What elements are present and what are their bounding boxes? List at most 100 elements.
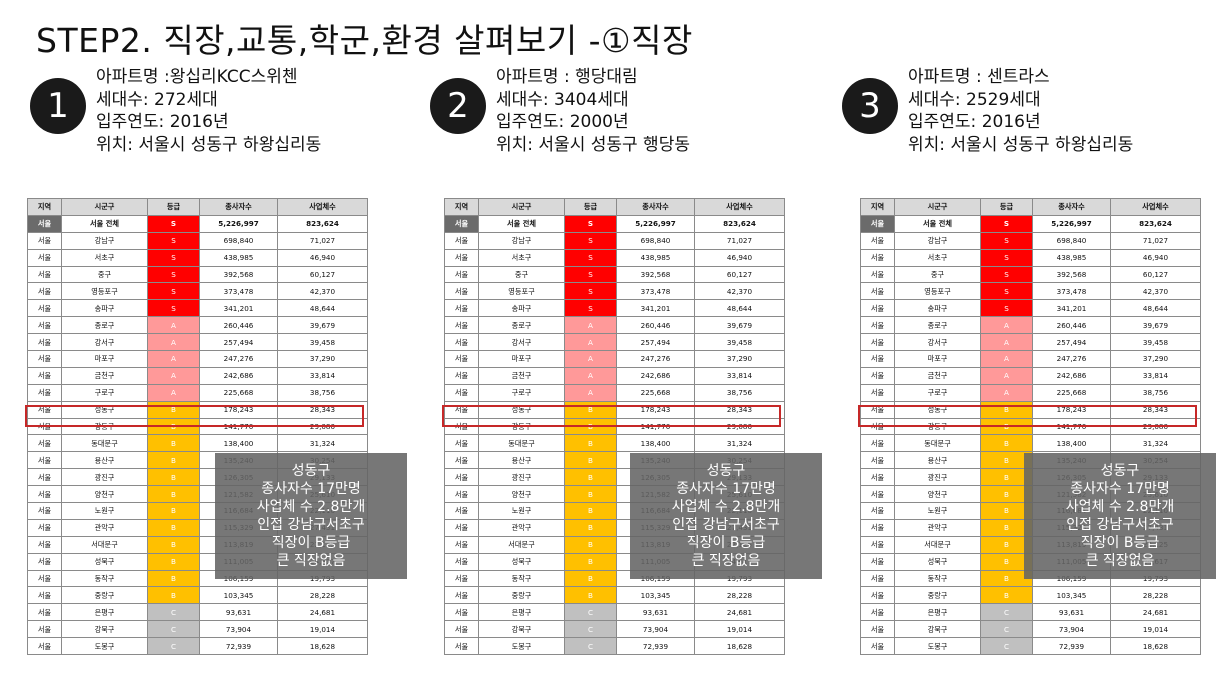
table-cell: C xyxy=(564,603,617,622)
table-cell: 서울 xyxy=(860,603,895,622)
table-cell: 24,681 xyxy=(694,603,785,622)
column-header: 종사자수 xyxy=(616,198,695,216)
table-cell: 서울 전체 xyxy=(894,214,981,233)
table-cell: B xyxy=(564,400,617,419)
table-cell: B xyxy=(564,535,617,554)
table-cell: A xyxy=(564,350,617,368)
table-cell: 서울 xyxy=(27,383,62,402)
table-cell: 93,631 xyxy=(199,603,278,622)
table-header-row: 지역 시군구 등급 종사자수 사업체수 xyxy=(860,198,1201,216)
table-cell: 서울 xyxy=(27,299,62,318)
table-row: 서울 중랑구 B 103,345 28,228 xyxy=(27,586,368,605)
table-row: 서울 서초구 S 438,985 46,940 xyxy=(27,248,368,267)
table-cell: 48,644 xyxy=(694,299,785,318)
table-cell: 구로구 xyxy=(61,383,148,402)
column-header: 등급 xyxy=(147,198,200,216)
table-cell: 서울 xyxy=(444,214,479,233)
table-row: 서울 종로구 A 260,446 39,679 xyxy=(860,316,1201,335)
table-cell: 42,370 xyxy=(1110,282,1201,301)
column-header: 지역 xyxy=(27,198,62,216)
table-cell: 서울 xyxy=(27,316,62,335)
table-cell: B xyxy=(980,586,1033,605)
table-cell: S xyxy=(980,282,1033,301)
column-header: 사업체수 xyxy=(694,198,785,216)
column-header: 사업체수 xyxy=(1110,198,1201,216)
table-cell: 46,940 xyxy=(1110,248,1201,267)
table-row: 서울 강서구 A 257,494 39,458 xyxy=(444,333,785,352)
table-cell: 영등포구 xyxy=(894,282,981,301)
table-cell: 138,400 xyxy=(616,434,695,453)
table-cell: 종로구 xyxy=(478,316,565,335)
apartment-name: 아파트명 : 행당대림 xyxy=(496,67,638,87)
table-cell: 서울 xyxy=(860,637,895,656)
table-cell: 33,814 xyxy=(694,366,785,385)
table-cell: 서울 xyxy=(860,282,895,301)
table-cell: 18,628 xyxy=(1110,637,1201,656)
summary-note-2: 성동구 종사자수 17만명 사업체 수 2.8만개 인접 강남구서초구 직장이 … xyxy=(630,453,822,579)
table-row: 서울 영등포구 S 373,478 42,370 xyxy=(444,282,785,301)
table-cell: 141,770 xyxy=(616,417,695,436)
table-row: 서울 강북구 C 73,904 19,014 xyxy=(444,620,785,639)
table-row: 서울 마포구 A 247,276 37,290 xyxy=(444,350,785,368)
table-cell: 영등포구 xyxy=(478,282,565,301)
table-cell: 서울 xyxy=(444,468,479,487)
table-cell: 서울 xyxy=(27,518,62,537)
table-cell: A xyxy=(147,333,200,352)
table-cell: 도봉구 xyxy=(894,637,981,656)
table-cell: 71,027 xyxy=(694,231,785,250)
table-cell: 서울 xyxy=(27,366,62,385)
apartment-name: 아파트명 :왕십리KCC스위첸 xyxy=(96,67,298,87)
table-cell: 서초구 xyxy=(894,248,981,267)
table-row: 서울 구로구 A 225,668 38,756 xyxy=(444,383,785,402)
table-cell: B xyxy=(147,586,200,605)
table-cell: 5,226,997 xyxy=(1032,214,1111,233)
table-cell: 강서구 xyxy=(61,333,148,352)
note-line: 종사자수 17만명 xyxy=(676,481,776,497)
table-row: 서울 중구 S 392,568 60,127 xyxy=(444,265,785,284)
table-cell: 247,276 xyxy=(616,350,695,368)
table-cell: B xyxy=(980,434,1033,453)
workplace-grade-table: 지역 시군구 등급 종사자수 사업체수 서울 서울 전체 S 5,226,997 823,624 서… xyxy=(27,198,368,656)
table-cell: B xyxy=(147,535,200,554)
table-cell: 도봉구 xyxy=(478,637,565,656)
table-cell: 중랑구 xyxy=(894,586,981,605)
page-title: STEP2. 직장,교통,학군,환경 살펴보기 -①직장 xyxy=(36,21,693,60)
table-cell: 중랑구 xyxy=(61,586,148,605)
table-cell: 서울 xyxy=(27,468,62,487)
table-cell: 73,904 xyxy=(616,620,695,639)
table-cell: 서울 xyxy=(444,265,479,284)
table-cell: 서울 xyxy=(444,451,479,470)
column-header: 지역 xyxy=(444,198,479,216)
note-line: 인접 강남구서초구 xyxy=(1066,517,1174,533)
table-cell: 서울 xyxy=(444,333,479,352)
table-cell: B xyxy=(980,485,1033,504)
table-cell: 중구 xyxy=(894,265,981,284)
table-cell: B xyxy=(147,400,200,419)
apartment-households: 세대수: 2529세대 xyxy=(908,89,1041,110)
table-cell: 성동구 xyxy=(894,400,981,419)
table-row: 서울 서울 전체 S 5,226,997 823,624 xyxy=(444,214,785,233)
table-cell: S xyxy=(980,299,1033,318)
table-cell: B xyxy=(147,552,200,571)
table-cell: 60,127 xyxy=(694,265,785,284)
column-header: 종사자수 xyxy=(199,198,278,216)
table-cell: A xyxy=(564,383,617,402)
table-cell: B xyxy=(980,417,1033,436)
table-cell: C xyxy=(147,637,200,656)
apartment-location: 위치: 서울시 성동구 하왕십리동 xyxy=(96,134,322,155)
table-cell: 광진구 xyxy=(894,468,981,487)
table-cell: 용산구 xyxy=(894,451,981,470)
table-cell: 서울 xyxy=(27,502,62,520)
table-cell: A xyxy=(980,366,1033,385)
table-cell: 73,904 xyxy=(199,620,278,639)
table-cell: 260,446 xyxy=(1032,316,1111,335)
table-cell: 용산구 xyxy=(61,451,148,470)
table-cell: 46,940 xyxy=(277,248,368,267)
table-row: 서울 구로구 A 225,668 38,756 xyxy=(860,383,1201,402)
table-cell: S xyxy=(980,214,1033,233)
table-cell: 동대문구 xyxy=(61,434,148,453)
table-cell: 392,568 xyxy=(1032,265,1111,284)
workplace-grade-table: 지역 시군구 등급 종사자수 사업체수 서울 서울 전체 S 5,226,997 823,624 서… xyxy=(860,198,1201,656)
table-cell: 29,080 xyxy=(694,417,785,436)
table-cell: 금천구 xyxy=(61,366,148,385)
